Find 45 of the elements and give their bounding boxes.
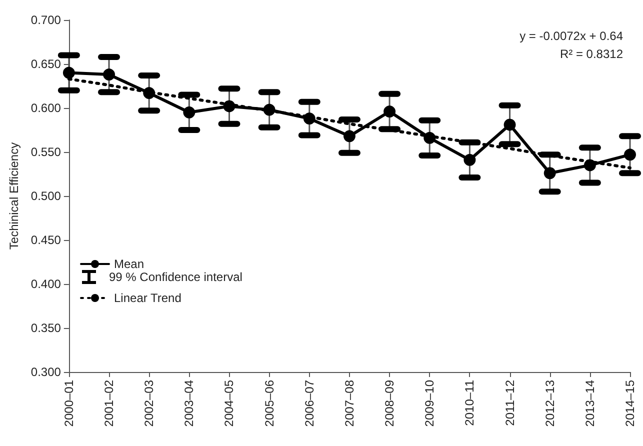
y-tick-label: 0.400: [30, 277, 62, 291]
y-tick-label: 0.500: [30, 189, 62, 203]
point: [103, 68, 116, 81]
point: [464, 154, 476, 166]
point: [544, 167, 556, 180]
y-tick-label: 0.300: [30, 365, 62, 379]
x-tick-label: 2006–07: [302, 380, 316, 427]
point: [183, 106, 196, 118]
point: [143, 87, 156, 100]
x-tick-label: 2008–09: [382, 380, 397, 427]
y-tick-label: 0.700: [30, 13, 62, 27]
point: [62, 66, 75, 79]
point: [584, 159, 596, 172]
point: [424, 132, 436, 144]
x-tick-label: 2011–12: [502, 380, 517, 426]
x-tick-label: 2013–14: [582, 380, 597, 427]
y-tick-label: 0.650: [30, 57, 62, 71]
x-tick-label: 2005–06: [262, 380, 276, 427]
y-tick-label: 0.450: [30, 233, 62, 247]
y-tick-label: 0.600: [30, 101, 62, 115]
point: [384, 106, 396, 118]
y-tick-label: 0.350: [30, 321, 62, 335]
legend-label: Linear Trend: [114, 291, 182, 305]
annotation: R² = 0.8312: [560, 47, 624, 61]
annotation: y = -0.0072x + 0.64: [520, 29, 624, 43]
x-tick-label: 2002–03: [142, 380, 156, 427]
point: [303, 112, 316, 125]
annotation: 99 % Confidence interval: [109, 270, 242, 284]
point: [624, 148, 636, 161]
y-axis-title: Techinical Efficiency: [7, 142, 21, 250]
point: [343, 130, 356, 142]
y-tick-label: 0.550: [30, 145, 62, 159]
point: [504, 118, 516, 131]
x-tick-label: 2012–13: [542, 380, 557, 427]
legend-label: Mean: [114, 257, 144, 271]
point: [263, 104, 276, 116]
point: [223, 100, 236, 112]
x-tick-label: 2001–02: [102, 380, 116, 427]
x-tick-label: 2014–15: [623, 380, 637, 427]
x-tick-label: 2000–01: [62, 380, 76, 427]
x-tick-label: 2004–05: [222, 380, 236, 427]
x-tick-label: 2010–11: [462, 380, 477, 426]
x-tick-label: 2003–04: [182, 380, 196, 427]
x-tick-label: 2009–10: [422, 380, 437, 427]
x-tick-label: 2007–08: [342, 380, 356, 427]
